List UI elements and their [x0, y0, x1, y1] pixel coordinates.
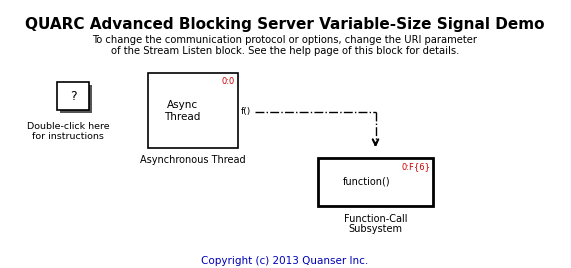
Text: Thread: Thread [164, 111, 200, 121]
Text: f(): f() [241, 107, 251, 116]
Text: Function-Call: Function-Call [344, 214, 407, 224]
Bar [148, 73, 238, 148]
Text: Async: Async [167, 100, 198, 110]
Text: QUARC Advanced Blocking Server Variable-Size Signal Demo: QUARC Advanced Blocking Server Variable-… [25, 17, 545, 32]
Text: Q: Q [178, 84, 224, 141]
Text: 0:0: 0:0 [222, 77, 235, 86]
Bar [57, 82, 89, 110]
Text: Subsystem: Subsystem [348, 224, 403, 234]
Text: for instructions: for instructions [32, 132, 104, 141]
Text: To change the communication protocol or options, change the URI parameter: To change the communication protocol or … [93, 35, 477, 45]
Text: function(): function() [343, 177, 390, 187]
Text: Asynchronous Thread: Asynchronous Thread [140, 155, 246, 165]
Bar [318, 158, 433, 206]
Text: ?: ? [70, 90, 77, 102]
Text: 0:F{6}: 0:F{6} [401, 162, 430, 171]
Text: Double-click here: Double-click here [27, 122, 109, 131]
Text: of the Stream Listen block. See the help page of this block for details.: of the Stream Listen block. See the help… [111, 46, 459, 56]
Text: Copyright (c) 2013 Quanser Inc.: Copyright (c) 2013 Quanser Inc. [202, 256, 369, 266]
Bar [60, 85, 92, 113]
